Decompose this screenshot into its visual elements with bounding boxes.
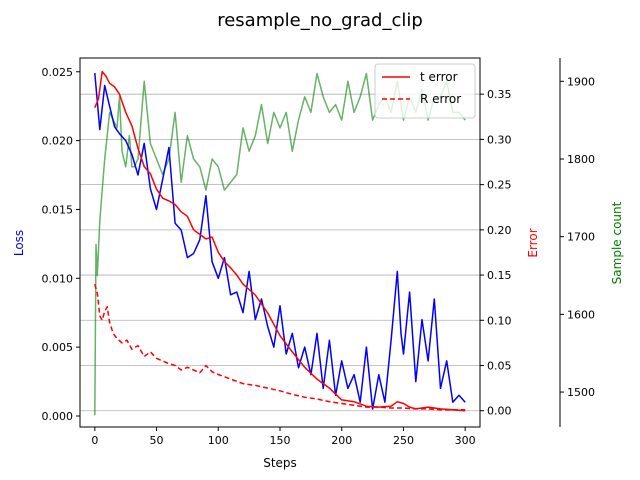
- loss-tick-label-2: 0.010: [42, 272, 74, 285]
- x-tick-label-5: 250: [393, 434, 414, 447]
- legend-label-r-error: R error: [420, 92, 461, 106]
- loss-tick-label-1: 0.005: [42, 341, 74, 354]
- sample-tick-label-0: 1500: [567, 386, 595, 399]
- error-tick-label-1: 0.05: [487, 360, 512, 373]
- loss-tick-label-0: 0.000: [42, 410, 74, 423]
- error-tick-label-0: 0.00: [487, 405, 512, 418]
- loss-tick-label-4: 0.020: [42, 135, 74, 148]
- x-tick-label-1: 50: [150, 434, 164, 447]
- x-axis-label: Steps: [263, 456, 297, 470]
- chart-title: resample_no_grad_clip: [217, 10, 423, 31]
- error-axis-ticks: 0.00 0.05 0.10 0.15 0.20 0.25 0.30 0.35: [480, 88, 512, 418]
- x-tick-label-4: 200: [331, 434, 352, 447]
- legend: t error R error: [374, 63, 476, 119]
- x-axis-ticks: 0 50 100 150 200 250 300: [91, 427, 476, 447]
- loss-tick-label-5: 0.025: [42, 66, 74, 79]
- loss-tick-label-3: 0.015: [42, 203, 74, 216]
- series-line-r-error: [94, 283, 466, 411]
- error-tick-label-2: 0.10: [487, 314, 512, 327]
- sample-tick-label-1: 1600: [567, 308, 595, 321]
- error-tick-label-7: 0.35: [487, 88, 512, 101]
- x-tick-label-2: 100: [208, 434, 229, 447]
- error-tick-label-5: 0.25: [487, 179, 512, 192]
- loss-axis-label: Loss: [12, 230, 26, 256]
- sample-tick-label-2: 1700: [567, 231, 595, 244]
- series-layer: [94, 70, 466, 416]
- grid: [80, 93, 480, 412]
- x-tick-label-6: 300: [455, 434, 476, 447]
- loss-axis-ticks: 0.000 0.005 0.010 0.015 0.020 0.025: [42, 66, 80, 423]
- legend-label-t-error: t error: [420, 70, 458, 84]
- sample-tick-label-4: 1900: [567, 75, 595, 88]
- error-tick-label-6: 0.30: [487, 133, 512, 146]
- series-line-loss: [94, 73, 466, 410]
- sample-axis-label: Sample count: [610, 201, 624, 284]
- series-line-sample-count: [94, 72, 466, 416]
- error-axis-label: Error: [526, 228, 540, 257]
- error-tick-label-3: 0.15: [487, 269, 512, 282]
- sample-axis-ticks: 1500 1600 1700 1800 1900: [560, 75, 595, 399]
- sample-tick-label-3: 1800: [567, 153, 595, 166]
- x-tick-label-3: 150: [270, 434, 291, 447]
- series-line-t-error: [94, 70, 466, 412]
- error-tick-label-4: 0.20: [487, 224, 512, 237]
- x-tick-label-0: 0: [91, 434, 98, 447]
